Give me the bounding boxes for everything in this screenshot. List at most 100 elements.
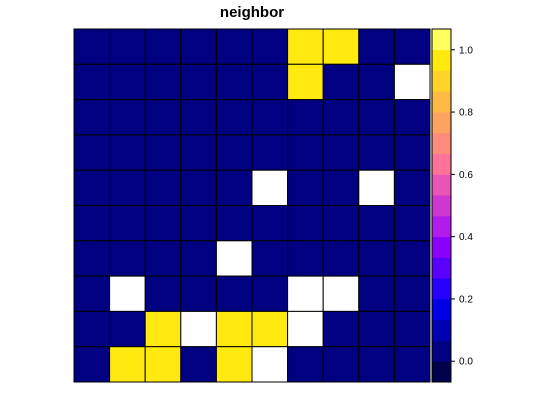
heatmap-cell [109,240,146,277]
heatmap-cell [358,346,395,383]
heatmap-cell [393,310,431,348]
heatmap-cell [144,28,182,65]
colorbar-segment [432,278,451,300]
colorbar-tick-label: 0.0 [459,357,473,368]
heatmap-cell [180,63,217,101]
heatmap-cell [287,240,324,277]
heatmap-cell [358,134,395,171]
heatmap-cell [73,275,111,312]
heatmap-cell [73,169,111,206]
colorbar-tick-label: 1.0 [459,45,473,56]
heatmap-cell [73,346,111,383]
colorbar-frame [431,28,452,383]
heatmap-cell [251,134,289,171]
colorbar-segment [432,29,451,51]
heatmap-cell [322,275,360,312]
heatmap-cell [144,63,182,101]
heatmap-cell [251,169,289,206]
heatmap-cell [109,275,146,312]
heatmap-cell [215,134,253,171]
colorbar-segment [432,236,451,258]
heatmap-cell [393,134,431,171]
heatmap-cell [322,99,360,136]
heatmap-cell [109,134,146,171]
heatmap-cell [287,310,324,348]
heatmap-cell [393,275,431,312]
heatmap-cell [251,205,289,242]
heatmap-cell [322,28,360,65]
chart-title: neighbor [219,4,285,21]
heatmap-cell [287,275,324,312]
colorbar-segment [432,195,451,217]
heatmap-cell [73,99,111,136]
heatmap-cell [322,240,360,277]
heatmap-cell [393,240,431,277]
heatmap-cell [109,310,146,348]
colorbar-segment [432,361,451,383]
heatmap-cells [73,28,431,383]
heatmap-cell [251,310,289,348]
heatmap-cell [109,169,146,206]
heatmap-cell [287,346,324,383]
heatmap-cell [322,169,360,206]
heatmap-cell [180,169,217,206]
colorbar-segment [432,153,451,175]
heatmap-cell [144,346,182,383]
heatmap-cell [109,28,146,65]
heatmap-cell [180,28,217,65]
colorbar-segment [432,319,451,341]
heatmap-cell [251,28,289,65]
heatmap-cell [358,169,395,206]
heatmap-cell [215,99,253,136]
heatmap-cell [322,63,360,101]
heatmap-cell [215,310,253,348]
colorbar-tick-label: 0.2 [459,294,473,305]
heatmap-cell [180,134,217,171]
heatmap-cell [287,134,324,171]
heatmap-cell [287,63,324,101]
heatmap-cell [144,275,182,312]
heatmap-cell [215,28,253,65]
heatmap-cell [73,205,111,242]
heatmap-cell [215,346,253,383]
heatmap-cell [251,99,289,136]
heatmap-cell [215,240,253,277]
heatmap-cell [180,240,217,277]
heatmap-cell [73,63,111,101]
heatmap-cell [73,240,111,277]
heatmap-cell [393,169,431,206]
heatmap-cell [358,28,395,65]
heatmap-cell [358,99,395,136]
colorbar-segment [432,257,451,279]
heatmap-cell [393,99,431,136]
heatmap-cell [109,99,146,136]
colorbar-segment [432,91,451,113]
plot-frame [73,28,431,383]
colorbar-segment [432,112,451,134]
heatmap-cell [322,310,360,348]
heatmap-cell [144,205,182,242]
heatmap-cell [215,205,253,242]
heatmap-cell [393,205,431,242]
heatmap-cell [322,134,360,171]
heatmap-cell [393,346,431,383]
heatmap-cell [358,205,395,242]
heatmap-cell [251,346,289,383]
heatmap-cell [73,134,111,171]
colorbar-segment [432,70,451,92]
colorbar-segment [432,298,451,321]
heatmap-cell [180,310,217,348]
heatmap-cell [287,169,324,206]
heatmap-cell [109,205,146,242]
heatmap-cell [144,99,182,136]
colorbar-segment [432,174,451,196]
heatmap-cell [358,275,395,312]
heatmap-cell [180,99,217,136]
heatmap-cell [73,28,111,65]
colorbar-tick-label: 0.6 [459,170,473,181]
heatmap-cell [144,240,182,277]
heatmap-cell [109,346,146,383]
heatmap-cell [287,28,324,65]
